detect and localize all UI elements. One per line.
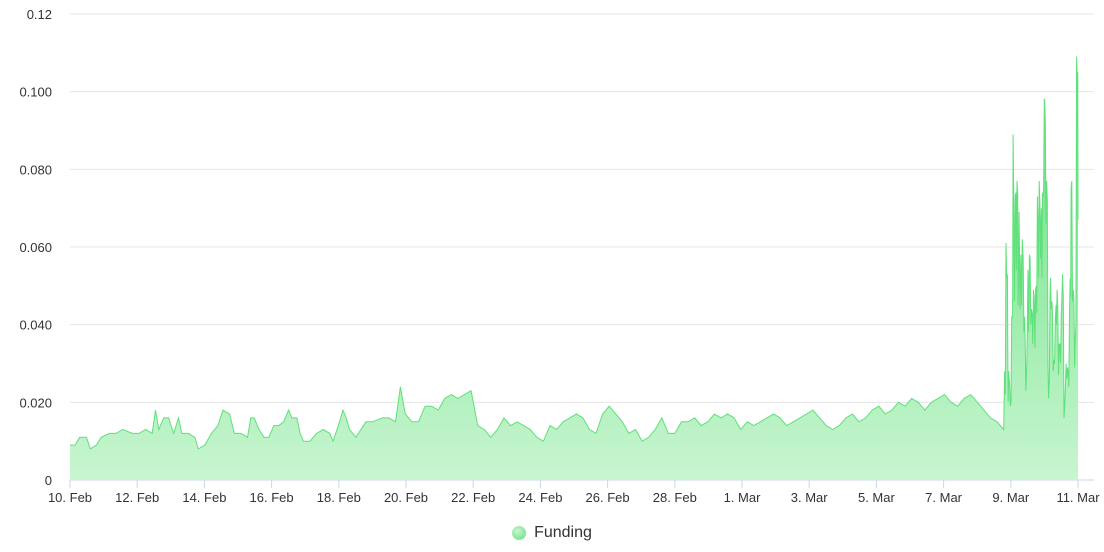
x-tick-label: 16. Feb (250, 490, 294, 505)
x-tick-label: 18. Feb (317, 490, 361, 505)
x-tick-label: 7. Mar (925, 490, 963, 505)
x-tick-label: 9. Mar (992, 490, 1030, 505)
x-tick-label: 22. Feb (451, 490, 495, 505)
x-tick-label: 10. Feb (48, 490, 92, 505)
x-tick-label: 20. Feb (384, 490, 428, 505)
y-tick-label: 0.100 (19, 85, 52, 100)
y-tick-label: 0.020 (19, 395, 52, 410)
x-tick-label: 24. Feb (518, 490, 562, 505)
legend-label-funding[interactable]: Funding (534, 524, 592, 541)
y-tick-label: 0.080 (19, 162, 52, 177)
x-tick-label: 1. Mar (724, 490, 762, 505)
x-tick-label: 26. Feb (586, 490, 630, 505)
legend-swatch (512, 526, 527, 540)
x-axis-ticks: 10. Feb 12. Feb 14. Feb 16. Feb 18. Feb 20. F… (48, 480, 1100, 505)
funding-line (70, 56, 1079, 450)
x-tick-label: 12. Feb (115, 490, 159, 505)
legend[interactable]: Funding (0, 520, 1104, 546)
x-tick-label: 14. Feb (182, 490, 226, 505)
x-tick-label: 28. Feb (653, 490, 697, 505)
grid-lines (70, 13, 1094, 481)
y-tick-label: 0 (45, 473, 52, 488)
y-tick-label: 0.060 (19, 240, 52, 255)
y-tick-label: 0.040 (19, 318, 52, 333)
y-axis-ticks: 0 0.020 0.040 0.060 0.080 0.100 0.12 (19, 7, 52, 488)
x-tick-label: 11. Mar (1056, 490, 1100, 505)
x-tick-label: 5. Mar (858, 490, 896, 505)
y-tick-label: 0.12 (27, 7, 52, 22)
funding-area (70, 56, 1078, 480)
x-tick-label: 3. Mar (791, 490, 829, 505)
